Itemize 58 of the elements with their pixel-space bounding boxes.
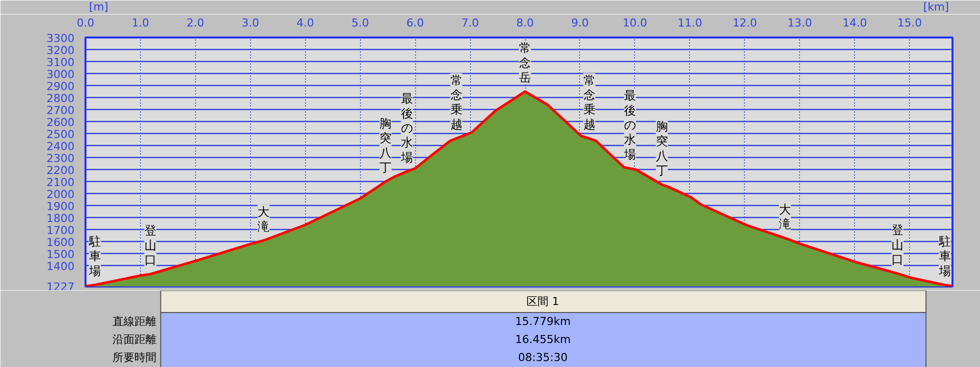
y-axis-title: [m] xyxy=(89,0,108,14)
annotation: 登山口 xyxy=(144,224,156,268)
x-tick-label: 1.0 xyxy=(132,16,150,30)
text: 15.779km xyxy=(515,315,571,328)
y-tick-label: 1500 xyxy=(46,248,75,262)
y-tick-label: 2800 xyxy=(46,92,75,106)
annotation: 胸突八丁 xyxy=(656,120,668,178)
annotation: 大滝 xyxy=(778,202,791,232)
x-tick-label: 11.0 xyxy=(678,16,702,30)
x-tick-label: 0.0 xyxy=(76,16,94,30)
text: 区間 1 xyxy=(526,295,560,308)
annotation: 常念乗越 xyxy=(450,73,462,132)
annotation: 駐車場 xyxy=(88,234,101,278)
x-tick-label: 6.0 xyxy=(406,16,424,30)
y-tick-label: 2100 xyxy=(46,176,75,190)
y-tick-label: 2000 xyxy=(46,188,75,202)
annotation: 最後の水場 xyxy=(622,88,636,162)
annotation: 駐車場 xyxy=(938,234,951,278)
y-tick-label: 1600 xyxy=(46,236,75,250)
text: 所要時間 xyxy=(112,351,156,364)
x-tick-label: 5.0 xyxy=(351,16,369,30)
x-tick-label: 10.0 xyxy=(622,16,648,30)
y-tick-label: 1400 xyxy=(46,260,75,274)
x-tick-label: 7.0 xyxy=(461,16,479,30)
x-tick-label: 2.0 xyxy=(186,16,204,30)
y-tick-label: 3200 xyxy=(46,44,75,58)
y-tick-label: 3300 xyxy=(46,32,75,45)
y-tick-label: 2500 xyxy=(46,128,75,142)
annotation: 最後の水場 xyxy=(400,92,413,164)
y-tick-label: 3000 xyxy=(46,68,75,82)
x-tick-label: 3.0 xyxy=(242,16,260,30)
x-axis-title: [km] xyxy=(923,0,949,14)
y-tick-label: 1900 xyxy=(46,200,75,214)
x-tick-label: 12.0 xyxy=(732,16,758,30)
x-tick-label: 8.0 xyxy=(516,16,534,30)
annotation: 登山口 xyxy=(892,223,904,267)
x-tick-label: 9.0 xyxy=(571,16,589,30)
y-tick-label: 2200 xyxy=(46,164,75,178)
y-tick-label: 1700 xyxy=(46,224,75,238)
x-tick-label: 15.0 xyxy=(897,16,922,30)
y-tick-label: 2700 xyxy=(46,104,75,118)
y-tick-label: 2300 xyxy=(46,152,75,166)
y-tick-label: 2400 xyxy=(46,140,75,154)
annotation: 常念岳 xyxy=(519,41,532,85)
annotation: 大滝 xyxy=(258,204,270,234)
annotation: 胸突八丁 xyxy=(379,116,392,175)
y-tick-label: 1800 xyxy=(46,212,75,226)
text: 08:35:30 xyxy=(518,351,568,364)
x-tick-label: 4.0 xyxy=(296,16,314,30)
text: 16.455km xyxy=(515,333,571,346)
text: 直線距離 xyxy=(112,315,156,328)
y-tick-label: 2900 xyxy=(46,80,75,94)
x-tick-label: 13.0 xyxy=(788,16,812,30)
y-tick-label: 2600 xyxy=(46,116,75,130)
text: 沿面距離 xyxy=(112,333,156,346)
annotation: 常念乗越 xyxy=(583,73,596,132)
y-tick-label: 3100 xyxy=(46,56,75,70)
x-tick-label: 14.0 xyxy=(842,16,867,30)
